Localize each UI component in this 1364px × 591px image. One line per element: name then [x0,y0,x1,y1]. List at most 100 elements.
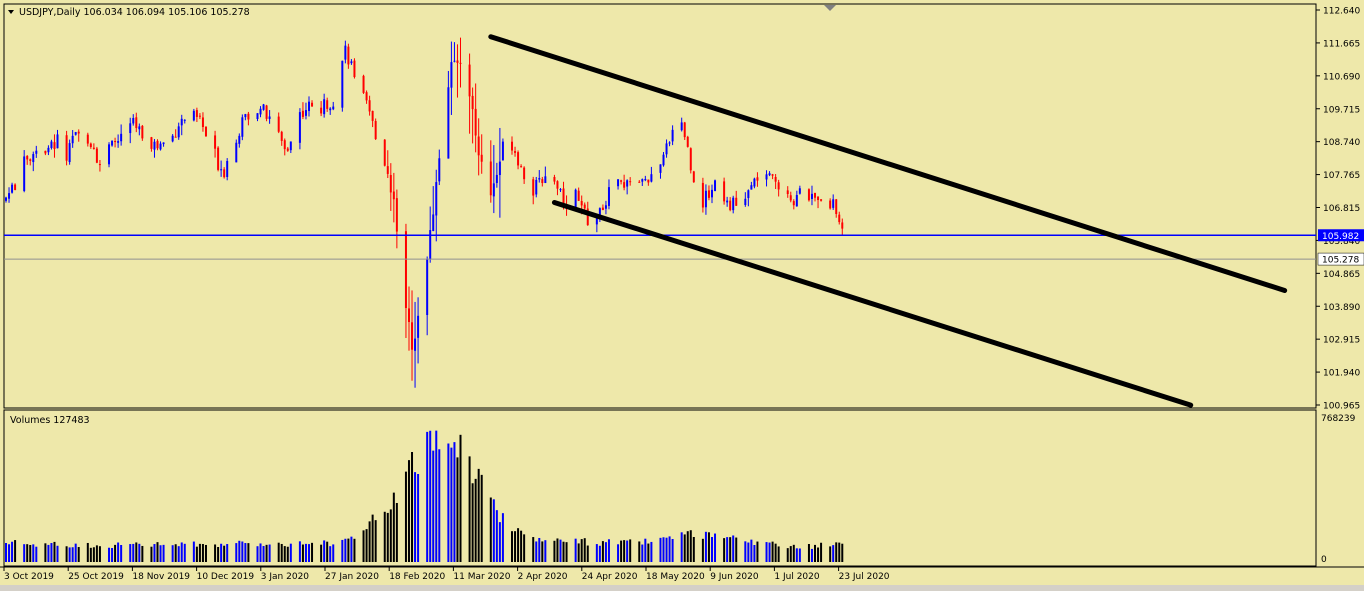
price-axis-label: 107.765 [1323,171,1360,181]
candle-body [32,154,35,163]
candle-body [35,150,38,154]
candle-body [383,139,386,166]
channel-upper-trendline[interactable] [488,34,1288,293]
candle-body [489,161,492,196]
candle-body [595,218,598,225]
candle-body [753,178,756,187]
candle-body [217,147,220,170]
candle-body [198,115,201,117]
candle-body [562,188,565,204]
candle-body [435,182,438,216]
candle-body [662,154,665,166]
candle-body [453,60,456,62]
volume-panel-label: Volumes 127483 [10,415,90,426]
candle-body [11,184,14,193]
candle-body [647,179,650,183]
candle-body [277,116,280,132]
channel-lower-trendline[interactable] [551,200,1194,408]
candle-body [95,148,98,163]
candle-body [586,208,589,226]
candle-body [747,190,750,199]
candle-body [26,155,29,160]
candle-body [626,180,629,187]
candle-body [638,181,641,183]
candle-body [817,196,820,201]
candle-body [159,143,162,150]
candle-body [468,64,471,97]
candle-body [135,117,138,129]
candle-body [432,214,435,232]
symbol-info-text: USDJPY,Daily 106.034 106.094 105.106 105… [19,7,250,18]
candle-body [89,143,92,148]
level-price-tag-text: 105.982 [1322,232,1359,242]
candle-body [301,110,304,117]
candle-body [671,129,674,142]
candle-body [771,174,774,176]
candle-body [744,198,747,205]
time-axis-label: 18 Feb 2020 [389,572,445,582]
candle-body [156,140,159,149]
candle-body [395,198,398,232]
candle-body [511,141,514,151]
candle-body [426,259,429,316]
candle-body [404,231,407,309]
bottom-scrollbar[interactable] [0,585,1364,591]
symbol-menu-arrow-icon[interactable] [8,10,14,14]
candle-body [495,174,498,184]
candle-body [665,143,668,155]
candle-body [195,110,198,117]
candle-body [523,167,526,180]
time-axis-label: 27 Jan 2020 [325,572,379,582]
candle-body [798,188,801,194]
time-axis-label: 18 May 2020 [646,572,705,582]
candle-body [162,142,165,145]
candle-body [108,144,111,165]
candle-body [714,180,717,192]
candle-body [329,108,332,111]
time-axis-label: 10 Dec 2019 [197,572,255,582]
candle-body [320,107,323,114]
candle-body [535,179,538,195]
candle-body [350,61,353,64]
price-axis-label: 106.815 [1323,204,1360,214]
time-axis-label: 11 Mar 2020 [453,572,510,582]
candle-body [692,171,695,183]
candle-body [795,194,798,207]
time-axis-label: 23 Jul 2020 [839,572,890,582]
candle-body [414,338,417,351]
candle-body [604,205,607,209]
candle-body [814,193,817,198]
chart-shift-marker-icon[interactable] [824,5,836,11]
candle-body [153,141,156,150]
candle-body [629,181,632,183]
candle-body [832,199,835,208]
price-axis-label: 108.740 [1323,138,1360,148]
candle-body [283,140,286,150]
price-axis-label: 111.665 [1323,39,1360,49]
candle-body [92,147,95,149]
price-axis-label: 101.940 [1323,369,1360,379]
candle-body [650,174,653,182]
time-axis-label: 9 Jun 2020 [710,572,759,582]
candle-body [223,169,226,178]
candle-body [617,179,620,187]
candle-body [68,143,71,163]
candle-body [774,176,777,182]
current-price-tag-text: 105.278 [1322,256,1359,266]
price-axis-label: 105.840 [1323,237,1360,247]
candle-body [417,315,420,338]
candle-body [286,148,289,151]
candle-body [323,99,326,115]
candle-body [280,131,283,141]
candle-body [77,131,80,134]
candle-body [268,116,271,119]
candle-body [456,60,459,63]
candle-body [374,121,377,140]
candle-body [583,204,586,209]
candle-body [732,197,735,211]
candle-body [807,189,810,201]
candle-body [386,166,389,174]
candle-body [214,135,217,149]
candle-body [777,182,780,190]
